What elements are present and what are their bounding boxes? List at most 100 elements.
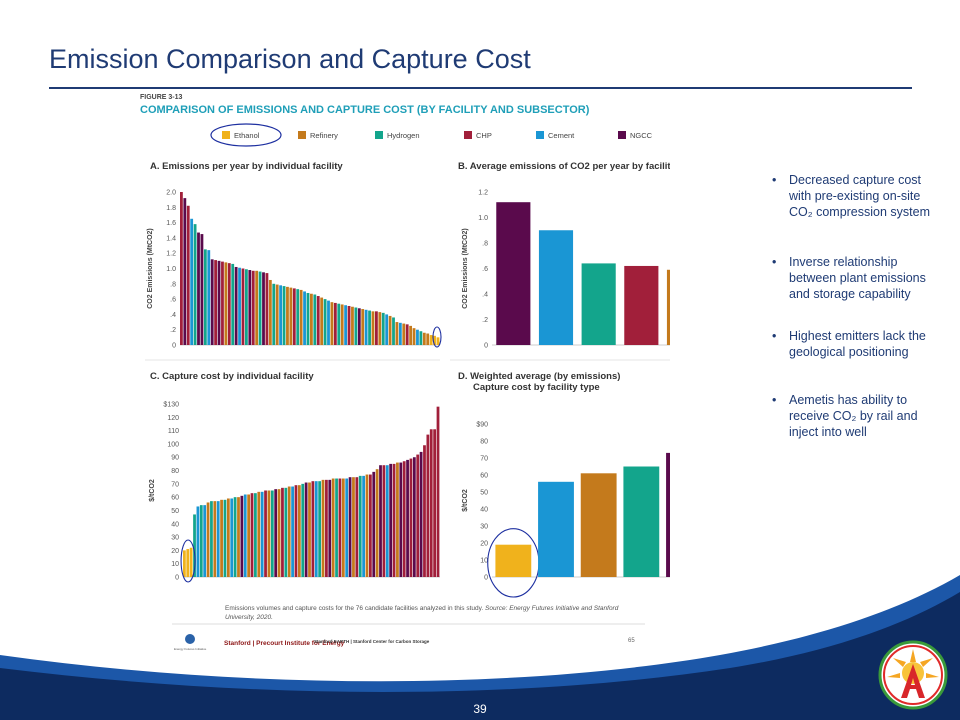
panel-c-bar xyxy=(426,434,430,577)
panel-a-bar xyxy=(347,305,351,345)
y-tick-label: $90 xyxy=(476,422,488,429)
panel-c-bar xyxy=(304,482,308,577)
panel-b-bar xyxy=(538,230,574,345)
bullet-item: • Decreased capture cost with pre-existin… xyxy=(772,172,932,220)
panel-a-chart: 0 .2 .4 .6 .8 1.0 1.2 1.4 1.6 1.8 2.0 CO2 Emissions… xyxy=(147,190,442,350)
panel-c-bar xyxy=(186,549,190,577)
panel-c-bar xyxy=(189,547,193,577)
panel-b-bar xyxy=(581,263,616,345)
panel-c-bar xyxy=(352,477,355,577)
panel-c-bar xyxy=(402,461,406,577)
figure-label: FIGURE 3-13 xyxy=(140,94,183,101)
panel-a-bar xyxy=(299,289,303,345)
panel-c-bar xyxy=(345,478,349,577)
panel-a-bar xyxy=(251,270,255,345)
legend-label: Cement xyxy=(548,131,575,140)
panel-a-bar xyxy=(186,205,190,345)
panel-a-title: A. Emissions per year by individual faci… xyxy=(150,161,343,172)
panel-c-bar xyxy=(423,445,426,577)
panel-b-chart: 0 .2 .4 .6 .8 1.0 1.2 CO2 Emissions (MtCO2) xyxy=(462,190,752,374)
panel-c-bar xyxy=(230,498,234,577)
panel-a-bar xyxy=(375,311,378,345)
bullet-item: • Aemetis has ability to receive CO₂ by r… xyxy=(772,392,932,440)
panel-c-bar xyxy=(358,475,362,577)
bullet-dot-icon: • xyxy=(772,173,777,187)
panel-c-bar xyxy=(311,481,315,577)
panel-c-bar xyxy=(429,429,433,577)
highlight-circle xyxy=(432,326,442,348)
panel-c-bar xyxy=(223,499,227,577)
efi-logo-text: Energy Futures Initiative xyxy=(174,647,207,651)
panel-a-bar xyxy=(371,311,375,345)
panel-a-bar xyxy=(234,266,238,345)
panel-a-bar xyxy=(320,297,324,345)
panel-c-bar xyxy=(412,457,416,577)
y-axis-label: $/tCO2 xyxy=(462,489,469,512)
panel-a-bar xyxy=(183,198,187,345)
panel-a-bar xyxy=(292,288,296,345)
panel-a-bar xyxy=(327,300,330,345)
legend-swatch xyxy=(464,131,472,139)
panel-b-bar xyxy=(666,269,702,345)
panel-c-bar xyxy=(433,429,437,577)
highlight-circle xyxy=(180,539,196,583)
panel-c-bar xyxy=(419,451,423,577)
panel-c-bar xyxy=(257,491,261,577)
y-tick-label: 30 xyxy=(480,524,488,531)
panel-c-bar xyxy=(267,490,271,577)
panel-a-bar xyxy=(193,224,197,345)
panel-a-bar xyxy=(282,286,286,345)
efi-logo-icon xyxy=(185,634,195,644)
panel-a-bar xyxy=(402,323,406,345)
panel-c-bar xyxy=(294,485,298,577)
panel-a-bar xyxy=(433,335,436,345)
panel-a-bar xyxy=(409,325,413,345)
y-tick-label: 30 xyxy=(171,535,179,542)
y-tick-label: $130 xyxy=(163,402,179,409)
y-tick-label: .4 xyxy=(482,292,488,299)
panel-c-bar xyxy=(291,486,294,577)
panel-c-bar xyxy=(240,495,244,577)
panel-c-bar xyxy=(281,487,284,577)
y-tick-label: .4 xyxy=(170,312,176,319)
panel-c-bar xyxy=(325,479,328,577)
y-tick-label: 1.8 xyxy=(166,205,176,212)
panel-c-bar xyxy=(318,481,322,577)
y-tick-label: 1.2 xyxy=(478,190,488,197)
panel-a-bar xyxy=(422,332,426,345)
y-tick-label: 0 xyxy=(484,343,488,350)
panel-c-bar xyxy=(372,471,376,577)
panel-c-bar xyxy=(220,499,223,577)
panel-a-bar xyxy=(197,232,200,345)
panel-a-bar xyxy=(268,279,272,345)
panel-a-bar xyxy=(231,263,235,345)
y-tick-label: 100 xyxy=(167,441,179,448)
panel-a-bar xyxy=(200,234,204,345)
panel-c-bar xyxy=(396,462,399,577)
panel-a-bar xyxy=(306,292,310,345)
panel-c-bar xyxy=(409,458,413,577)
panel-a-bar xyxy=(395,322,399,345)
panel-c-bar xyxy=(196,506,200,577)
panel-c-bar xyxy=(203,505,207,577)
y-tick-label: .2 xyxy=(170,327,176,334)
legend-highlight-circle xyxy=(210,123,282,147)
y-tick-label: .2 xyxy=(482,317,488,324)
panel-c-bar xyxy=(406,459,409,577)
panel-a-bar xyxy=(245,269,248,345)
panel-c-bar xyxy=(368,474,372,577)
y-tick-label: 60 xyxy=(171,495,179,502)
y-tick-label: 0 xyxy=(172,343,176,350)
panel-c-bar xyxy=(254,493,257,577)
bullet-item: • Inverse relationship between plant emis… xyxy=(772,254,932,302)
y-axis-label: CO2 Emissions (MtCO2) xyxy=(147,228,154,309)
y-tick-label: 1.6 xyxy=(166,220,176,227)
panel-a-bar xyxy=(385,314,389,345)
panel-c-bar xyxy=(385,465,389,577)
panel-a-bar xyxy=(412,328,416,345)
panel-a-bar xyxy=(337,303,341,345)
bullet-item: • Highest emitters lack the geological po… xyxy=(772,328,932,360)
panel-a-bar xyxy=(272,283,276,345)
panel-c-bar xyxy=(270,490,274,577)
panel-a-bar xyxy=(419,331,423,345)
